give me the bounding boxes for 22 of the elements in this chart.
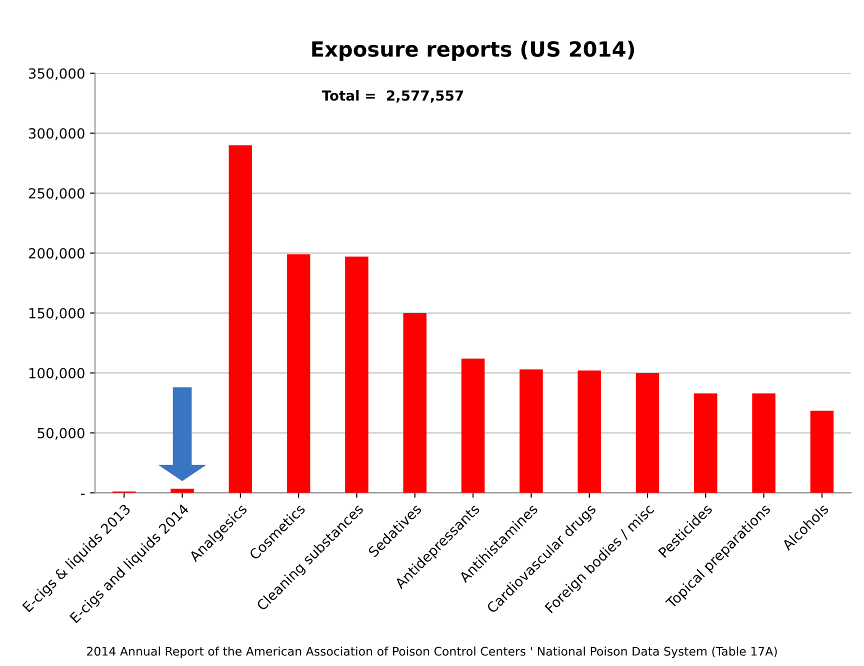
- bar: [578, 370, 601, 493]
- y-tick-label: 150,000: [29, 308, 84, 320]
- y-tick-label: 300,000: [28, 128, 84, 140]
- chart-title: Exposure reports (US 2014): [312, 40, 634, 61]
- bar: [694, 393, 718, 493]
- bar: [403, 313, 427, 493]
- bar: [228, 145, 252, 493]
- y-tick-label: 50,000: [38, 428, 84, 440]
- y-tick-label: -: [80, 494, 85, 495]
- bar: [752, 393, 776, 493]
- y-tick-label: 200,000: [28, 248, 84, 260]
- annotation: Total = 2,577,557: [322, 90, 464, 103]
- y-tick-label: 100,000: [29, 368, 84, 380]
- text: 2014 Annual Report of the American Association of Poison Control Centers ' National Poison Data System (Table 17A): [87, 646, 777, 658]
- bar: [345, 256, 368, 493]
- bar: [461, 358, 485, 493]
- y-tick-label: 350,000: [28, 68, 84, 80]
- bar: [520, 369, 543, 493]
- bar: [636, 372, 660, 493]
- bar: [810, 410, 834, 493]
- y-tick-label: 250,000: [28, 188, 84, 200]
- bar: [286, 254, 310, 493]
